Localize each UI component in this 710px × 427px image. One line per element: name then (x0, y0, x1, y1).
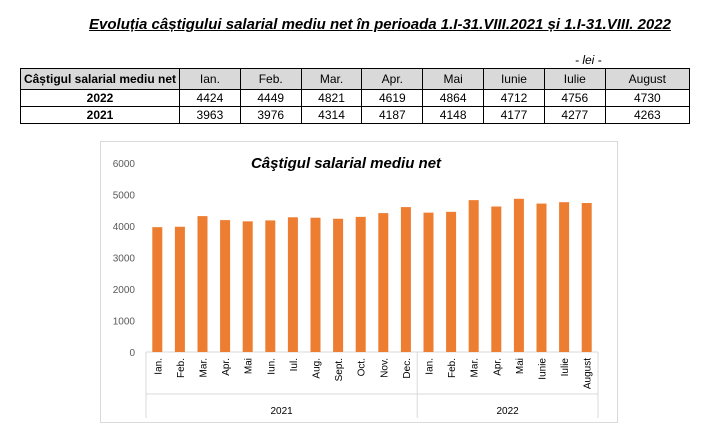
y-tick-label: 6000 (113, 159, 136, 170)
bar (333, 218, 344, 352)
bar (468, 200, 479, 352)
cell: 4263 (604, 106, 691, 124)
table-row: 2022 4424 4449 4821 4619 4864 4712 4756 … (20, 89, 691, 107)
x-tick-label: Aug. (312, 358, 323, 379)
bar-chart-svg: Câştigul salarial mediu net 0 1000 2000 3000… (113, 155, 599, 418)
header-cell: August (604, 68, 691, 90)
x-tick-label: Iun. (266, 358, 277, 375)
x-tick-label: Feb. (447, 358, 458, 378)
cell: 4177 (483, 106, 545, 124)
header-cell: Mar. (300, 68, 363, 90)
cell: 4756 (543, 89, 606, 107)
bar (446, 211, 457, 352)
x-tick-label: Nov. (379, 358, 390, 378)
cell: 4148 (422, 106, 485, 124)
y-tick-label: 1000 (113, 317, 136, 328)
cell: 3963 (179, 106, 241, 124)
cell: 4314 (300, 106, 363, 124)
header-cell: Iunie (483, 68, 545, 90)
header-cell: Câștigul salarial mediu net (20, 68, 180, 90)
bar (220, 220, 231, 352)
cell: 4277 (543, 106, 606, 124)
cell: 4449 (239, 89, 302, 107)
bar (174, 226, 185, 352)
bar (265, 220, 276, 352)
page-title: Evoluția câștigului salarial mediu net î… (89, 16, 671, 33)
row-label: 2021 (20, 106, 180, 124)
x-tick-label: Iunie (538, 358, 549, 380)
bar (152, 227, 163, 352)
group-label: 2022 (496, 406, 519, 417)
table-row: 2021 3963 3976 4314 4187 4148 4177 4277 … (20, 106, 691, 124)
header-cell: Iulie (543, 68, 606, 90)
bar (287, 217, 298, 352)
row-label: 2022 (20, 89, 180, 107)
header-cell: Apr. (361, 68, 424, 90)
bar (378, 213, 389, 352)
table-header-row: Câștigul salarial mediu net Ian. Feb. Ma… (20, 68, 691, 90)
x-tick-label: Mar. (199, 358, 210, 377)
cell: 4424 (179, 89, 241, 107)
chart: Câştigul salarial mediu net 0 1000 2000 3000… (100, 141, 618, 423)
bar (310, 217, 321, 352)
cell: 4730 (604, 89, 691, 107)
header-cell: Feb. (239, 68, 302, 90)
unit-label: - lei - (575, 53, 602, 67)
header-cell: Mai (422, 68, 485, 90)
bar (242, 221, 253, 352)
x-tick-label: Sept. (334, 358, 345, 381)
y-tick-label: 2000 (113, 285, 136, 296)
bar (355, 216, 366, 352)
cell: 4864 (422, 89, 485, 107)
cell: 4712 (483, 89, 545, 107)
y-tick-label: 4000 (113, 222, 136, 233)
x-tick-label: Mai (244, 358, 255, 374)
x-tick-label: Apr. (221, 358, 232, 376)
y-tick-label: 0 (129, 348, 135, 359)
x-tick-label: Mar. (470, 358, 481, 377)
salary-table: Câștigul salarial mediu net Ian. Feb. Ma… (20, 68, 691, 124)
group-label: 2021 (270, 406, 293, 417)
x-tick-label: Iul. (289, 358, 300, 371)
bar (559, 202, 570, 352)
bar (581, 203, 592, 352)
bar (491, 206, 502, 352)
header-cell: Ian. (179, 68, 241, 90)
bar (536, 203, 547, 352)
x-tick-label: Apr. (492, 358, 503, 376)
cell: 4821 (300, 89, 363, 107)
y-tick-label: 3000 (113, 254, 136, 265)
x-tick-label: Oct. (357, 358, 368, 376)
y-tick-label: 5000 (113, 191, 136, 202)
x-tick-label: Ian. (425, 358, 436, 375)
bar (513, 198, 524, 352)
cell: 4187 (361, 106, 424, 124)
x-tick-label: Feb. (176, 358, 187, 378)
x-tick-label: Iulie (560, 358, 571, 377)
cell: 3976 (239, 106, 302, 124)
x-tick-label: August (583, 358, 594, 389)
bar (197, 216, 208, 352)
bar (400, 207, 411, 352)
x-tick-label: Dec. (402, 358, 413, 379)
cell: 4619 (361, 89, 424, 107)
x-tick-label: Mai (515, 358, 526, 374)
chart-title: Câştigul salarial mediu net (251, 155, 442, 172)
bar (423, 212, 434, 352)
x-tick-label: Ian. (153, 358, 164, 375)
